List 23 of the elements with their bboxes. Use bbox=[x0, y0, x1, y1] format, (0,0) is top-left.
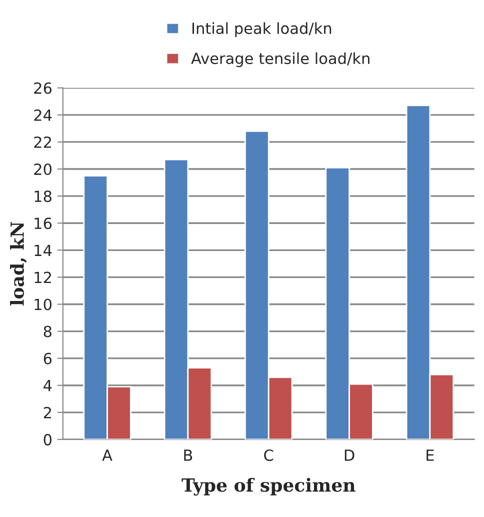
y-tick-label: 16 bbox=[34, 218, 52, 230]
x-axis-title: Type of specimen bbox=[182, 478, 356, 496]
y-tick-label: 26 bbox=[34, 82, 52, 94]
y-tick-label: 10 bbox=[34, 298, 52, 310]
x-tick-label: A bbox=[102, 450, 112, 461]
x-tick-label: B bbox=[184, 450, 192, 461]
legend-label: Average tensile load/kn bbox=[191, 52, 370, 68]
y-tick-label: 2 bbox=[44, 406, 51, 418]
y-tick-label: 0 bbox=[44, 434, 52, 446]
x-tick-label: C bbox=[264, 449, 274, 461]
y-axis-title: load, kN bbox=[10, 222, 27, 306]
y-tick-label: 12 bbox=[34, 272, 51, 283]
y-tick-label: 6 bbox=[44, 352, 52, 364]
x-tick-label: D bbox=[344, 450, 354, 461]
y-tick-label: 24 bbox=[34, 109, 52, 121]
y-tick-label: 20 bbox=[34, 163, 52, 176]
y-tick-label: 4 bbox=[44, 380, 52, 392]
y-tick-label: 22 bbox=[34, 136, 51, 148]
legend-label: Intial peak load/kn bbox=[192, 22, 332, 38]
y-tick-label: 14 bbox=[34, 244, 52, 256]
y-tick-label: 8 bbox=[44, 326, 52, 338]
x-tick-label: E bbox=[426, 450, 434, 461]
y-tick-label: 18 bbox=[34, 190, 52, 202]
